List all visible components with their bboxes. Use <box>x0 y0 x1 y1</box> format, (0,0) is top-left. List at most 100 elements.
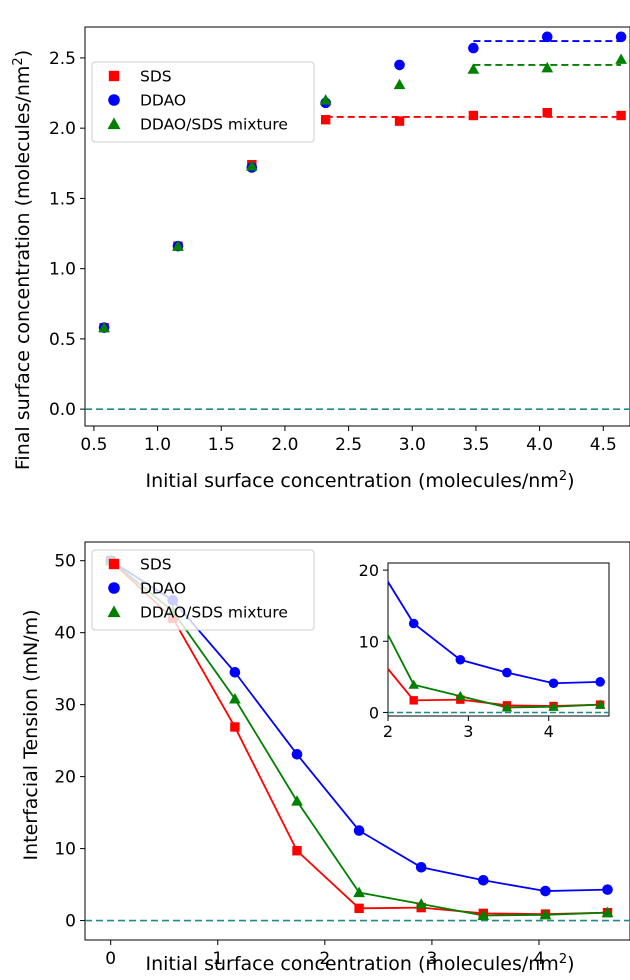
top-point <box>319 94 332 105</box>
bottom-ytick-label: 20 <box>54 768 76 788</box>
top-point <box>615 53 627 64</box>
inset-point <box>595 677 605 687</box>
bottom-ytick-label: 10 <box>54 840 76 860</box>
inset-point <box>409 696 418 705</box>
top-xtick-label: 3.0 <box>399 435 426 455</box>
top-point <box>541 31 553 43</box>
top-ytick-label: 2.0 <box>49 119 76 139</box>
inset-point <box>408 679 419 689</box>
bottom-point <box>291 749 303 760</box>
top-point <box>393 78 406 90</box>
bottom-point <box>601 906 614 918</box>
inset-ytick-label: 0 <box>369 703 379 722</box>
bottom-point <box>415 862 427 873</box>
bottom-ylabel: Interfacial Tension (mN/m) <box>20 609 42 860</box>
top-legend-marker <box>108 94 120 106</box>
bottom-legend-marker <box>108 558 120 570</box>
top-xtick-label: 4.5 <box>590 435 617 455</box>
inset-ytick-label: 20 <box>359 561 379 580</box>
inset-point <box>501 702 513 712</box>
bottom-legend-label: SDS <box>140 556 172 574</box>
bottom-ytick-label: 30 <box>54 696 76 716</box>
top-point <box>172 240 184 251</box>
bottom-point <box>230 722 240 732</box>
bottom-xtick-label: 1 <box>212 949 223 969</box>
bottom-point <box>540 885 551 897</box>
inset-ytick-label: 10 <box>359 632 379 651</box>
bottom-legend-marker <box>108 582 120 594</box>
bottom-point <box>229 693 241 704</box>
top-point <box>615 31 627 43</box>
bottom-ytick-label: 40 <box>54 624 76 644</box>
bottom-point <box>539 908 552 920</box>
bottom-point <box>353 825 365 836</box>
top-point <box>468 110 479 121</box>
inset-point <box>548 678 559 689</box>
top-xtick-label: 1.0 <box>144 435 171 455</box>
inset-xtick-label: 4 <box>544 722 554 741</box>
top-ylabel: Final surface concentration (molecules/n… <box>11 50 34 470</box>
top-xtick-label: 4.0 <box>526 435 553 455</box>
top-point <box>394 116 405 126</box>
top-legend-label: DDAO/SDS mixture <box>140 116 288 134</box>
inset-point <box>594 699 606 709</box>
bottom-point <box>478 874 489 886</box>
top-ytick-label: 2.5 <box>49 49 76 69</box>
bottom-legend-label: DDAO/SDS mixture <box>140 604 288 622</box>
bottom-legend-marker <box>107 605 121 618</box>
bottom-point <box>353 886 365 898</box>
inset-plot-frame <box>387 562 610 717</box>
bottom-point <box>292 846 302 856</box>
top-legend-marker <box>107 117 121 130</box>
inset-xtick-label: 2 <box>383 722 393 741</box>
top-ytick-label: 1.0 <box>49 260 76 280</box>
top-point <box>467 63 480 74</box>
top-legend-label: SDS <box>140 68 172 86</box>
top-xtick-label: 0.5 <box>80 435 107 455</box>
bottom-point <box>229 666 241 678</box>
top-xtick-label: 1.5 <box>208 435 235 455</box>
bottom-point <box>477 909 490 921</box>
top-xtick-label: 2.5 <box>335 435 362 455</box>
top-point <box>542 108 552 118</box>
top-point <box>541 61 554 73</box>
top-point <box>616 110 626 121</box>
top-legend-label: DDAO <box>140 92 186 110</box>
bottom-point <box>415 898 428 909</box>
bottom-legend-label: DDAO <box>140 580 186 598</box>
top-point <box>394 59 405 71</box>
inset-plot <box>388 580 609 714</box>
bottom-xtick-label: 3 <box>427 949 438 969</box>
top-xlabel: Initial surface concentration (molecules… <box>145 469 574 492</box>
top-xtick-label: 3.5 <box>462 435 489 455</box>
top-legend-marker <box>108 70 120 82</box>
bottom-ytick-label: 0 <box>65 912 76 932</box>
inset-xtick-label: 3 <box>463 722 473 741</box>
bottom-point <box>354 903 364 914</box>
top-ytick-label: 0.5 <box>49 330 76 350</box>
inset-point <box>408 618 419 629</box>
inset-point <box>455 654 466 665</box>
final-surface-concentration-chart: 0.5 1.0 1.5 2.0 2.5 3.0 3.5 4.0 4.50.00.51.01.52… <box>49 26 630 455</box>
bottom-legend <box>91 549 315 631</box>
inset-point <box>548 701 559 711</box>
bottom-point <box>291 795 303 806</box>
bottom-xtick-label: 0 <box>105 949 116 969</box>
bottom-ytick-label: 50 <box>54 552 76 572</box>
top-point <box>245 160 258 171</box>
top-xtick-label: 2.0 <box>271 435 298 455</box>
bottom-xtick-label: 4 <box>534 949 545 969</box>
top-ytick-label: 0.0 <box>49 400 76 420</box>
bottom-point <box>602 884 613 895</box>
top-point <box>98 321 110 333</box>
top-point <box>468 42 479 54</box>
top-point <box>320 115 331 125</box>
top-ytick-label: 1.5 <box>49 189 76 209</box>
bottom-xtick-label: 2 <box>319 949 330 969</box>
inset-point <box>455 690 466 701</box>
top-legend <box>91 61 315 143</box>
bottom-xlabel: Initial surface concentration (molecules… <box>145 952 574 975</box>
inset-point <box>502 667 512 678</box>
